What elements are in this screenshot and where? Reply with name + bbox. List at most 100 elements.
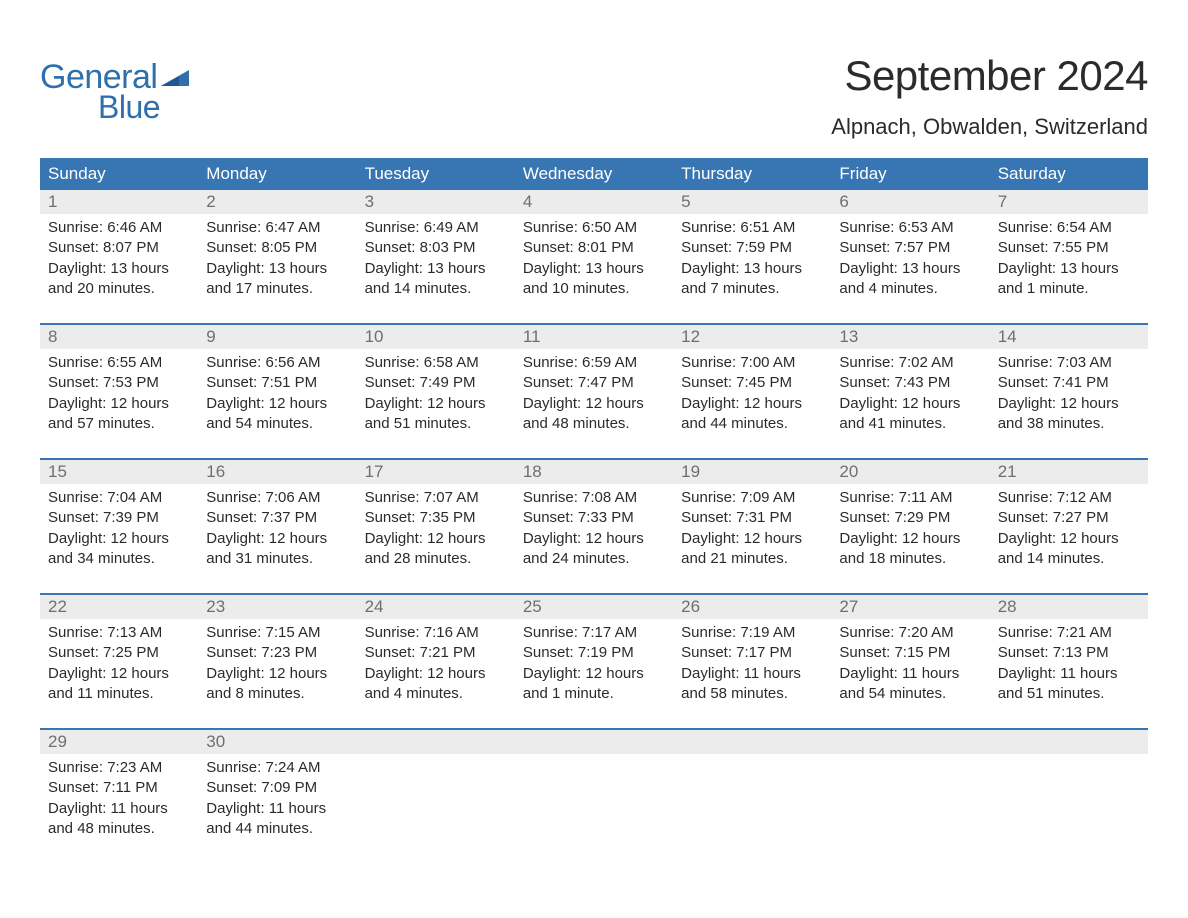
day-cell: Sunrise: 6:56 AMSunset: 7:51 PMDaylight:… [198,349,356,458]
daylight-text-2: and 17 minutes. [206,279,348,299]
sunset-text: Sunset: 7:25 PM [48,643,190,663]
sunrise-text: Sunrise: 7:24 AM [206,758,348,778]
sunset-text: Sunset: 7:19 PM [523,643,665,663]
location-text: Alpnach, Obwalden, Switzerland [831,114,1148,140]
day-number-row: 1234567 [40,190,1148,214]
sunrise-text: Sunrise: 6:54 AM [998,218,1140,238]
day-cell: Sunrise: 7:17 AMSunset: 7:19 PMDaylight:… [515,619,673,728]
daylight-text-2: and 1 minute. [523,684,665,704]
day-number: 12 [673,325,831,349]
daylight-text-1: Daylight: 12 hours [839,529,981,549]
title-block: September 2024 Alpnach, Obwalden, Switze… [831,40,1148,140]
sunset-text: Sunset: 8:03 PM [365,238,507,258]
sunrise-text: Sunrise: 6:53 AM [839,218,981,238]
day-cell: Sunrise: 7:04 AMSunset: 7:39 PMDaylight:… [40,484,198,593]
sunrise-text: Sunrise: 7:20 AM [839,623,981,643]
daylight-text-1: Daylight: 13 hours [998,259,1140,279]
sunset-text: Sunset: 7:49 PM [365,373,507,393]
day-cells-row: Sunrise: 7:13 AMSunset: 7:25 PMDaylight:… [40,619,1148,728]
sunrise-text: Sunrise: 7:09 AM [681,488,823,508]
daylight-text-1: Daylight: 12 hours [523,529,665,549]
sunset-text: Sunset: 7:57 PM [839,238,981,258]
sunrise-text: Sunrise: 7:02 AM [839,353,981,373]
daylight-text-1: Daylight: 11 hours [206,799,348,819]
daylight-text-1: Daylight: 13 hours [681,259,823,279]
day-number [357,730,515,754]
sunrise-text: Sunrise: 7:13 AM [48,623,190,643]
day-number: 11 [515,325,673,349]
daylight-text-2: and 1 minute. [998,279,1140,299]
sunrise-text: Sunrise: 6:51 AM [681,218,823,238]
daylight-text-1: Daylight: 11 hours [48,799,190,819]
daylight-text-1: Daylight: 12 hours [365,664,507,684]
day-number-row: 15161718192021 [40,460,1148,484]
daylight-text-1: Daylight: 12 hours [681,394,823,414]
daylight-text-2: and 31 minutes. [206,549,348,569]
sunrise-text: Sunrise: 7:17 AM [523,623,665,643]
sunset-text: Sunset: 7:41 PM [998,373,1140,393]
day-number: 24 [357,595,515,619]
day-cell: Sunrise: 7:09 AMSunset: 7:31 PMDaylight:… [673,484,831,593]
daylight-text-2: and 51 minutes. [365,414,507,434]
daylight-text-2: and 14 minutes. [998,549,1140,569]
sunrise-text: Sunrise: 7:15 AM [206,623,348,643]
day-number: 8 [40,325,198,349]
daylight-text-1: Daylight: 11 hours [681,664,823,684]
sunset-text: Sunset: 7:31 PM [681,508,823,528]
daylight-text-2: and 11 minutes. [48,684,190,704]
sunrise-text: Sunrise: 6:59 AM [523,353,665,373]
weeks-container: 1234567Sunrise: 6:46 AMSunset: 8:07 PMDa… [40,190,1148,863]
sunset-text: Sunset: 7:53 PM [48,373,190,393]
day-cell: Sunrise: 7:03 AMSunset: 7:41 PMDaylight:… [990,349,1148,458]
day-cell: Sunrise: 6:47 AMSunset: 8:05 PMDaylight:… [198,214,356,323]
day-number [673,730,831,754]
day-number-row: 22232425262728 [40,595,1148,619]
sunrise-text: Sunrise: 7:19 AM [681,623,823,643]
daylight-text-1: Daylight: 12 hours [206,529,348,549]
sunset-text: Sunset: 7:33 PM [523,508,665,528]
day-number-row: 2930 [40,730,1148,754]
sunrise-text: Sunrise: 6:47 AM [206,218,348,238]
day-cell: Sunrise: 6:58 AMSunset: 7:49 PMDaylight:… [357,349,515,458]
weekday-header-row: Sunday Monday Tuesday Wednesday Thursday… [40,158,1148,190]
page-header: General Blue September 2024 Alpnach, Obw… [40,40,1148,140]
day-cell: Sunrise: 6:46 AMSunset: 8:07 PMDaylight:… [40,214,198,323]
sunset-text: Sunset: 7:51 PM [206,373,348,393]
day-number: 3 [357,190,515,214]
sunset-text: Sunset: 7:39 PM [48,508,190,528]
daylight-text-2: and 28 minutes. [365,549,507,569]
sunrise-text: Sunrise: 7:16 AM [365,623,507,643]
daylight-text-2: and 10 minutes. [523,279,665,299]
daylight-text-2: and 51 minutes. [998,684,1140,704]
day-number [515,730,673,754]
sunrise-text: Sunrise: 7:03 AM [998,353,1140,373]
daylight-text-1: Daylight: 11 hours [998,664,1140,684]
day-number: 30 [198,730,356,754]
day-cells-row: Sunrise: 7:04 AMSunset: 7:39 PMDaylight:… [40,484,1148,593]
flag-icon [161,70,189,88]
day-number: 17 [357,460,515,484]
weekday-thu: Thursday [673,158,831,190]
day-cell: Sunrise: 7:06 AMSunset: 7:37 PMDaylight:… [198,484,356,593]
daylight-text-1: Daylight: 12 hours [523,394,665,414]
daylight-text-1: Daylight: 12 hours [998,529,1140,549]
sunset-text: Sunset: 8:05 PM [206,238,348,258]
day-number: 28 [990,595,1148,619]
daylight-text-1: Daylight: 12 hours [48,664,190,684]
day-cells-row: Sunrise: 7:23 AMSunset: 7:11 PMDaylight:… [40,754,1148,863]
sunset-text: Sunset: 7:59 PM [681,238,823,258]
sunrise-text: Sunrise: 7:04 AM [48,488,190,508]
daylight-text-2: and 24 minutes. [523,549,665,569]
sunset-text: Sunset: 7:09 PM [206,778,348,798]
day-cell: Sunrise: 7:16 AMSunset: 7:21 PMDaylight:… [357,619,515,728]
daylight-text-2: and 7 minutes. [681,279,823,299]
daylight-text-1: Daylight: 12 hours [681,529,823,549]
day-number: 9 [198,325,356,349]
daylight-text-1: Daylight: 12 hours [48,529,190,549]
day-cell [990,754,1148,863]
daylight-text-2: and 58 minutes. [681,684,823,704]
day-cell: Sunrise: 7:24 AMSunset: 7:09 PMDaylight:… [198,754,356,863]
daylight-text-2: and 34 minutes. [48,549,190,569]
day-number: 23 [198,595,356,619]
day-cell: Sunrise: 7:15 AMSunset: 7:23 PMDaylight:… [198,619,356,728]
